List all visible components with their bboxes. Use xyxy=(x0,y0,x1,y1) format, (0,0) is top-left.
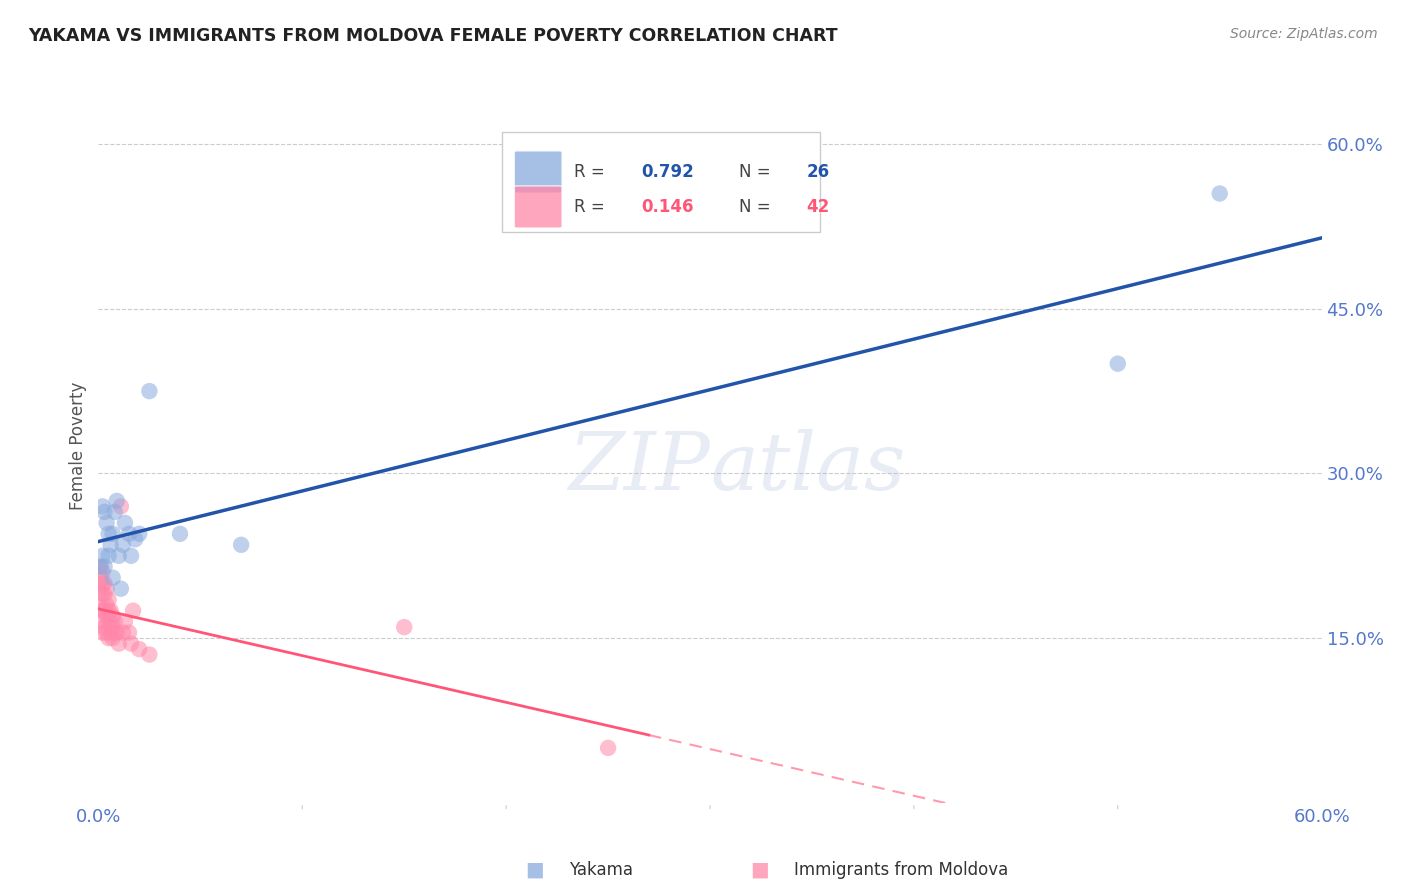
Point xyxy=(128,642,150,657)
Text: Yakama: Yakama xyxy=(569,861,634,879)
Point xyxy=(93,587,115,601)
Point xyxy=(91,576,114,591)
Point xyxy=(1209,186,1232,201)
Point xyxy=(101,571,124,585)
Point xyxy=(111,538,134,552)
Point xyxy=(97,615,120,629)
Point xyxy=(101,609,124,624)
Point xyxy=(111,625,134,640)
FancyBboxPatch shape xyxy=(515,151,562,193)
Point xyxy=(101,620,124,634)
Point xyxy=(122,604,145,618)
Point xyxy=(91,566,114,580)
Point xyxy=(118,625,141,640)
Point xyxy=(392,620,416,634)
Y-axis label: Female Poverty: Female Poverty xyxy=(69,382,87,510)
Point xyxy=(96,598,118,612)
Point xyxy=(91,625,114,640)
Point xyxy=(110,582,132,596)
Text: Immigrants from Moldova: Immigrants from Moldova xyxy=(794,861,1008,879)
Point xyxy=(120,549,142,563)
Text: 42: 42 xyxy=(807,198,830,216)
Point xyxy=(138,384,160,398)
Point xyxy=(128,526,150,541)
Point xyxy=(89,615,111,629)
Point xyxy=(124,533,146,547)
Point xyxy=(120,637,142,651)
Point xyxy=(598,740,620,755)
Point xyxy=(96,625,118,640)
Point xyxy=(97,604,120,618)
Text: ▪: ▪ xyxy=(524,855,544,884)
Point xyxy=(101,526,124,541)
Text: 0.146: 0.146 xyxy=(641,198,695,216)
Point xyxy=(91,500,114,514)
Point xyxy=(93,620,115,634)
Point xyxy=(91,549,114,563)
Point xyxy=(91,604,114,618)
Point xyxy=(231,538,253,552)
Point xyxy=(138,648,160,662)
Point xyxy=(100,538,122,552)
Point xyxy=(96,582,118,596)
Text: ▪: ▪ xyxy=(749,855,769,884)
Text: Source: ZipAtlas.com: Source: ZipAtlas.com xyxy=(1230,27,1378,41)
Point xyxy=(89,559,111,574)
Point xyxy=(114,615,136,629)
Point xyxy=(108,549,131,563)
Point xyxy=(104,615,127,629)
Text: atlas: atlas xyxy=(710,429,905,506)
Text: 0.792: 0.792 xyxy=(641,163,695,181)
Text: ZIP: ZIP xyxy=(568,429,710,506)
Point xyxy=(100,615,122,629)
Point xyxy=(97,592,120,607)
Point xyxy=(114,516,136,530)
Point xyxy=(104,625,127,640)
FancyBboxPatch shape xyxy=(515,186,562,228)
FancyBboxPatch shape xyxy=(502,132,820,232)
Point xyxy=(91,587,114,601)
Text: N =: N = xyxy=(740,163,776,181)
Point xyxy=(93,576,115,591)
Text: N =: N = xyxy=(740,198,776,216)
Point xyxy=(93,604,115,618)
Point xyxy=(110,500,132,514)
Point xyxy=(96,609,118,624)
Point xyxy=(93,505,115,519)
Point xyxy=(101,631,124,645)
Point xyxy=(104,505,127,519)
Point xyxy=(105,625,128,640)
Point xyxy=(89,559,111,574)
Point xyxy=(118,526,141,541)
Point xyxy=(105,494,128,508)
Point xyxy=(89,582,111,596)
Point xyxy=(1107,357,1129,371)
Point xyxy=(97,526,120,541)
Point xyxy=(96,516,118,530)
Text: R =: R = xyxy=(574,163,610,181)
Point xyxy=(169,526,191,541)
Point xyxy=(97,631,120,645)
Point xyxy=(89,598,111,612)
Point xyxy=(108,637,131,651)
Point xyxy=(97,549,120,563)
Text: YAKAMA VS IMMIGRANTS FROM MOLDOVA FEMALE POVERTY CORRELATION CHART: YAKAMA VS IMMIGRANTS FROM MOLDOVA FEMALE… xyxy=(28,27,838,45)
Point xyxy=(100,625,122,640)
Text: 26: 26 xyxy=(807,163,830,181)
Text: R =: R = xyxy=(574,198,610,216)
Point xyxy=(89,571,111,585)
Point xyxy=(93,559,115,574)
Point xyxy=(100,604,122,618)
